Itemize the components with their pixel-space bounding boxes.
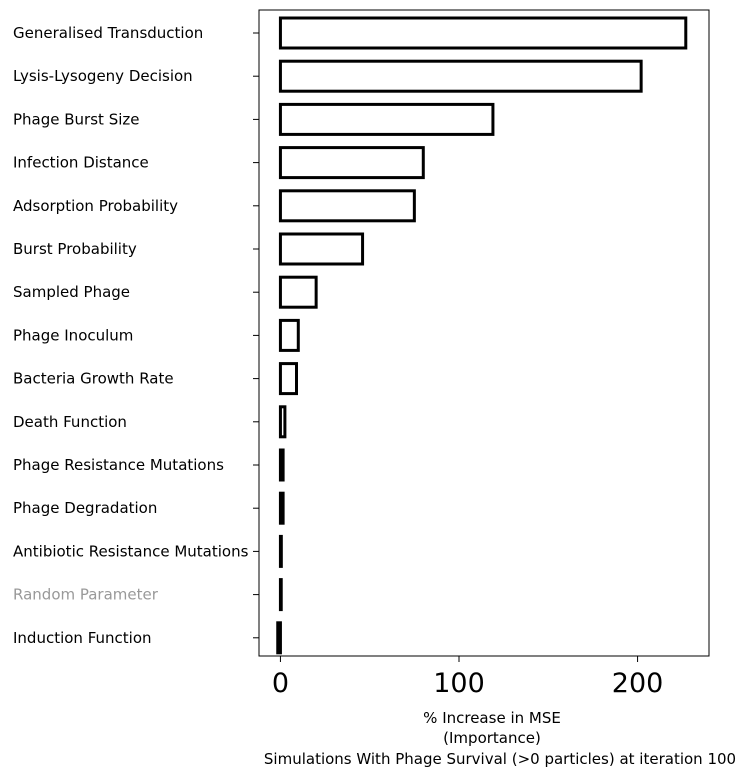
bar-death-function [278, 405, 287, 439]
category-label-phage-resistance-mutations: Phage Resistance Mutations [13, 456, 224, 474]
bar-phage-inoculum [278, 318, 300, 352]
x-tick-label-200: 200 [612, 668, 664, 699]
bar-induction-function [276, 621, 282, 655]
bar-burst-probability [278, 232, 365, 266]
x-tick-label-100: 100 [433, 668, 485, 699]
bars-layer [276, 16, 688, 655]
category-label-phage-degradation: Phage Degradation [13, 499, 157, 517]
category-label-phage-inoculum: Phage Inoculum [13, 326, 133, 344]
bar-antibiotic-resistance-mutations [278, 534, 283, 568]
bar-adsorption-probability [278, 189, 416, 223]
category-label-generalised-transduction: Generalised Transduction [13, 24, 203, 42]
x-axis: 0 100 200 [272, 656, 664, 699]
bar-generalised-transduction [278, 16, 688, 50]
bar-bacteria-growth-rate [278, 362, 298, 396]
x-tick-label-0: 0 [272, 668, 289, 699]
bar-lysis-lysogeny-decision [278, 59, 643, 93]
bar-random-parameter [278, 578, 283, 612]
x-axis-label-line-3: Simulations With Phage Survival (>0 part… [264, 750, 736, 768]
plot-frame [258, 9, 710, 657]
bar-phage-resistance-mutations [278, 448, 285, 482]
category-label-phage-burst-size: Phage Burst Size [13, 110, 139, 128]
category-label-random-parameter: Random Parameter [13, 586, 159, 604]
bar-sampled-phage [278, 275, 318, 309]
category-labels: Generalised Transduction Lysis-Lysogeny D… [13, 24, 259, 647]
category-label-lysis-lysogeny-decision: Lysis-Lysogeny Decision [13, 67, 193, 85]
category-label-bacteria-growth-rate: Bacteria Growth Rate [13, 370, 174, 388]
category-label-adsorption-probability: Adsorption Probability [13, 197, 178, 215]
category-label-death-function: Death Function [13, 413, 127, 431]
category-label-infection-distance: Infection Distance [13, 154, 149, 172]
category-label-sampled-phage: Sampled Phage [13, 283, 130, 301]
category-label-burst-probability: Burst Probability [13, 240, 137, 258]
bar-phage-burst-size [278, 102, 495, 136]
x-axis-label-line-2: (Importance) [443, 729, 541, 747]
category-label-induction-function: Induction Function [13, 629, 152, 647]
bar-phage-degradation [278, 491, 285, 525]
x-axis-label-line-1: % Increase in MSE [423, 709, 561, 727]
bar-infection-distance [278, 146, 425, 180]
category-label-antibiotic-resistance-mutations: Antibiotic Resistance Mutations [13, 542, 249, 560]
